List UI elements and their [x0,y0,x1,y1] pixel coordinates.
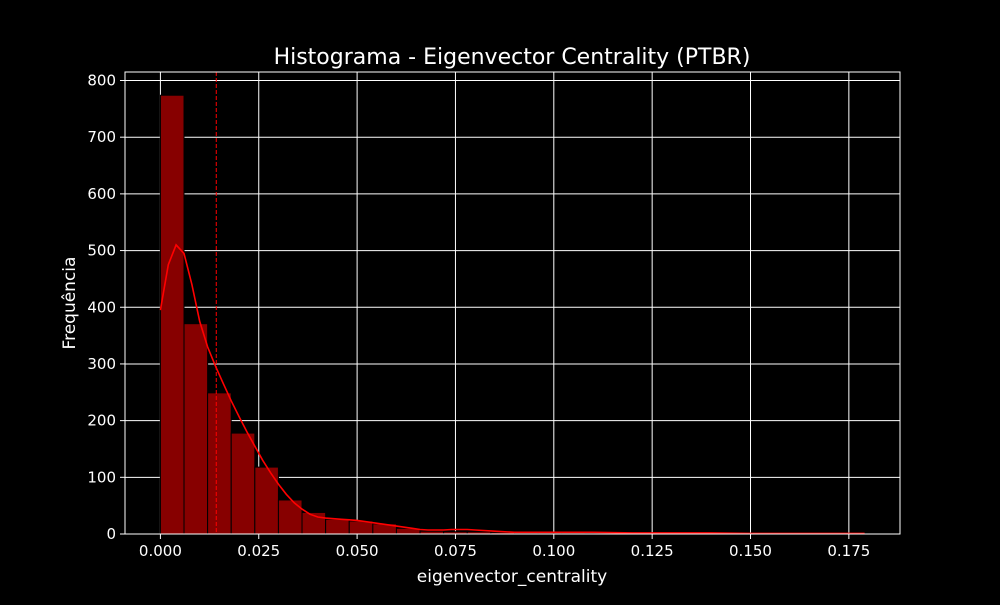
histogram-bar [230,432,256,535]
x-tick-label: 0.000 [139,542,182,560]
chart-title: Histograma - Eigenvector Centrality (PTB… [274,45,751,70]
y-tick-label: 300 [87,355,116,373]
y-tick-label: 200 [87,412,116,430]
y-tick-label: 0 [106,525,116,543]
grid-lines [125,72,900,535]
y-tick-label: 100 [87,468,116,486]
histogram-bar [277,499,303,535]
x-tick-label: 0.150 [729,542,772,560]
x-axis-ticks: 0.000 0.025 0.050 0.075 0.100 0.125 0.150 0.175 [139,534,870,560]
y-tick-label: 400 [87,298,116,316]
histogram-bar [207,392,232,535]
x-tick-label: 0.175 [827,542,870,560]
x-tick-label: 0.075 [434,542,477,560]
histogram-bar [183,323,209,535]
histogram-bars [159,94,870,535]
histogram-bar [254,466,279,535]
kde-curve-layer [159,243,865,535]
kde-curve [159,243,865,535]
x-tick-label: 0.025 [237,542,280,560]
x-axis-label: eigenvector_centrality [417,567,607,587]
x-tick-label: 0.100 [532,542,575,560]
plot-frame [124,71,901,535]
x-tick-label: 0.125 [631,542,674,560]
y-axis-label: Frequência [60,257,80,350]
histogram-bar [325,518,350,535]
y-tick-label: 700 [87,128,116,146]
y-tick-label: 500 [87,242,116,260]
y-tick-label: 800 [87,72,116,90]
x-tick-label: 0.050 [336,542,379,560]
y-tick-label: 600 [87,185,116,203]
histogram-bar [159,94,185,535]
y-axis-ticks: 0 100 200 300 400 500 600 700 800 [87,72,125,543]
